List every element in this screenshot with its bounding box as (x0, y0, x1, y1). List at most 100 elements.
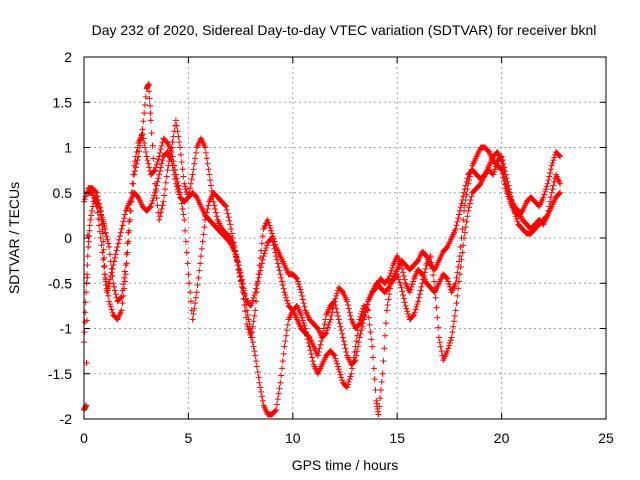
y-axis-title: SDTVAR / TECUs (6, 182, 22, 294)
data-point (192, 294, 199, 301)
data-point (331, 298, 338, 305)
data-point (258, 247, 265, 254)
data-point (389, 264, 396, 271)
data-point (354, 332, 361, 339)
data-point (320, 325, 327, 332)
data-point (545, 177, 552, 184)
data-point (149, 197, 156, 204)
data-point (364, 307, 371, 314)
data-point (375, 411, 382, 418)
series-track-c (81, 81, 564, 413)
data-point (147, 110, 154, 117)
data-point (85, 244, 92, 251)
data-point (388, 267, 395, 274)
data-point (132, 164, 139, 171)
data-point (265, 219, 272, 226)
y-axis: -2 -1.5 -1 -0.5 0 0.5 1 1.5 2 (48, 49, 72, 427)
data-point (400, 269, 407, 276)
data-point (415, 294, 422, 301)
data-point (248, 300, 255, 307)
data-point (177, 151, 184, 158)
data-point (250, 318, 257, 325)
data-point (304, 336, 311, 343)
data-point (212, 206, 219, 213)
data-point (121, 285, 128, 292)
data-point (318, 338, 325, 345)
data-point (351, 349, 358, 356)
data-point (82, 309, 89, 316)
data-point (225, 214, 232, 221)
data-point (341, 341, 348, 348)
data-point (100, 238, 107, 245)
data-point (348, 370, 355, 377)
data-point (277, 271, 284, 278)
data-point (405, 311, 412, 318)
data-point (203, 155, 210, 162)
data-point (549, 159, 556, 166)
data-point (166, 158, 173, 165)
data-point (272, 241, 279, 248)
data-point (113, 247, 120, 254)
data-point (545, 207, 552, 214)
data-point (248, 329, 255, 336)
data-point (182, 183, 189, 190)
data-point (224, 210, 231, 217)
data-point (195, 274, 202, 281)
data-point (347, 373, 354, 380)
data-point (136, 142, 143, 149)
data-point (249, 323, 256, 330)
data-point (120, 218, 127, 225)
data-point (140, 118, 147, 125)
data-point (546, 203, 553, 210)
data-point (228, 230, 235, 237)
data-point (194, 282, 201, 289)
data-point (540, 194, 547, 201)
data-point (300, 320, 307, 327)
data-point (131, 168, 138, 175)
data-point (402, 302, 409, 309)
data-point (203, 209, 210, 216)
x-axis-title: GPS time / hours (292, 457, 399, 473)
data-point (119, 222, 126, 229)
data-point (460, 216, 467, 223)
data-point (260, 253, 267, 260)
data-point (185, 271, 192, 278)
data-point (350, 354, 357, 361)
data-point (490, 171, 497, 178)
data-point (461, 202, 468, 209)
data-point (271, 238, 278, 245)
data-point (337, 323, 344, 330)
data-point (334, 290, 341, 297)
data-point (548, 189, 555, 196)
data-point (299, 296, 306, 303)
data-point (256, 379, 263, 386)
data-point (369, 354, 376, 361)
data-point (450, 318, 457, 325)
data-point (145, 160, 152, 167)
data-point (155, 175, 162, 182)
data-point (453, 222, 460, 229)
data-point (251, 312, 258, 319)
data-point (454, 292, 461, 299)
data-point (349, 359, 356, 366)
data-point (259, 397, 266, 404)
data-point (417, 287, 424, 294)
data-point (435, 334, 442, 341)
data-point (256, 262, 263, 269)
data-point (543, 183, 550, 190)
data-point (149, 142, 156, 149)
data-point (223, 206, 230, 213)
data-point (98, 214, 105, 221)
data-point (403, 305, 410, 312)
data-point (192, 155, 199, 162)
grid (84, 57, 606, 419)
data-point (115, 240, 122, 247)
data-point (201, 224, 208, 231)
data-point (379, 370, 386, 377)
data-point (89, 189, 96, 196)
data-point (259, 233, 266, 240)
data-point (112, 251, 119, 258)
data-point (404, 308, 411, 315)
data-point (278, 274, 285, 281)
data-point (436, 339, 443, 346)
